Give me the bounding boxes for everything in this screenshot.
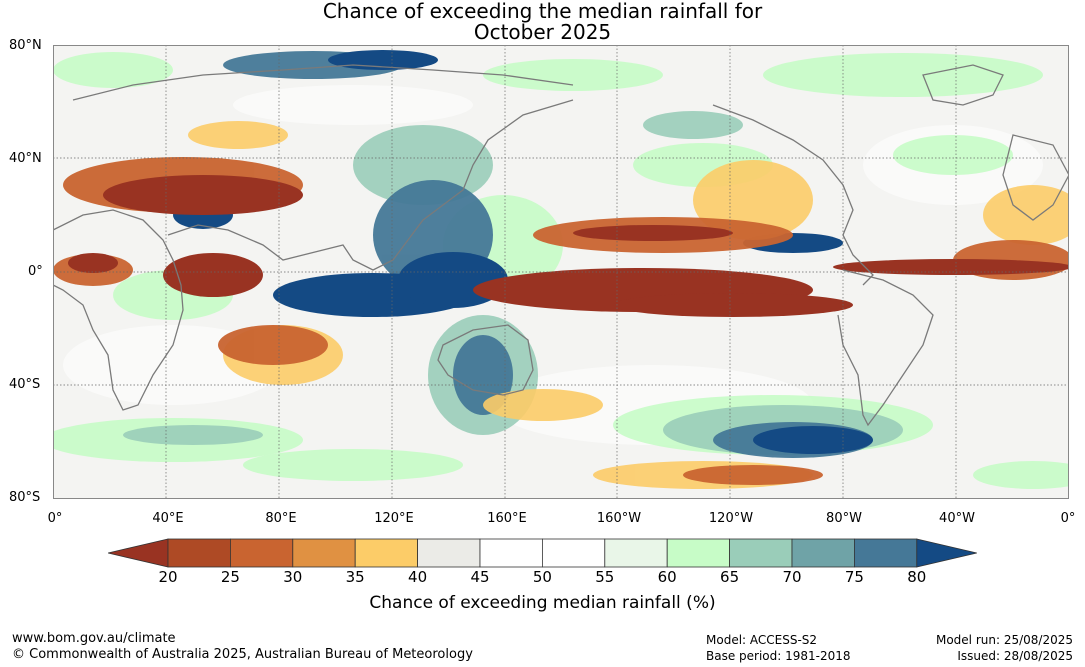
- colorbar: [108, 538, 977, 568]
- colorbar-tick-45: 45: [470, 568, 490, 586]
- map-title-line-2: October 2025: [473, 20, 612, 44]
- colorbar-bin-9: [729, 538, 793, 568]
- colorbar-tick-80: 80: [907, 568, 927, 586]
- lon-label-40e: 40°E: [152, 511, 184, 526]
- colorbar-bin-6: [541, 538, 606, 568]
- colorbar-tick-30: 30: [283, 568, 303, 586]
- footer-model-run: Model run: 25/08/2025: [935, 633, 1073, 647]
- lon-label-120w: 120°W: [708, 511, 754, 526]
- rainfall-probability-map: [53, 45, 1069, 499]
- colorbar-tick-25: 25: [220, 568, 240, 586]
- lon-label-80w: 80°W: [826, 511, 862, 526]
- colorbar-label: Chance of exceeding median rainfall (%): [369, 593, 716, 613]
- footer-issued: Issued: 28/08/2025: [957, 649, 1073, 663]
- colorbar-tick-70: 70: [782, 568, 802, 586]
- colorbar-bin-10: [791, 538, 855, 568]
- colorbar-bin-5: [479, 538, 543, 568]
- lon-label-0-east: 0°: [1060, 511, 1076, 526]
- colorbar-bin-7: [604, 538, 668, 568]
- colorbar-tick-55: 55: [595, 568, 615, 586]
- lat-label-40s: 40°S: [9, 377, 41, 392]
- lon-label-160w: 160°W: [596, 511, 642, 526]
- colorbar-bin-3: [354, 538, 418, 568]
- footer-model: Model: ACCESS-S2: [706, 633, 818, 647]
- colorbar-tick-20: 20: [158, 568, 178, 586]
- lon-label-80e: 80°E: [265, 511, 297, 526]
- colorbar-tick-60: 60: [657, 568, 677, 586]
- lat-label-80n: 80°N: [9, 38, 42, 53]
- lat-label-equator: 0°: [28, 264, 43, 279]
- footer-base-period: Base period: 1981-2018: [706, 649, 851, 663]
- colorbar-bin-1: [230, 538, 294, 568]
- colorbar-tick-35: 35: [345, 568, 365, 586]
- colorbar-tick-50: 50: [532, 568, 552, 586]
- lat-label-40n: 40°N: [9, 151, 42, 166]
- footer-url: www.bom.gov.au/climate: [12, 631, 176, 646]
- footer-copyright: © Commonwealth of Australia 2025, Austra…: [12, 647, 473, 662]
- colorbar-bin-2: [292, 538, 356, 568]
- lon-label-0: 0°: [47, 511, 63, 526]
- map-title-line-1: Chance of exceeding the median rainfall …: [322, 0, 763, 23]
- colorbar-tick-75: 75: [844, 568, 864, 586]
- colorbar-bin-0: [167, 538, 231, 568]
- lon-label-120e: 120°E: [374, 511, 414, 526]
- colorbar-bin-4: [417, 538, 481, 568]
- colorbar-over-arrow: [916, 538, 977, 568]
- colorbar-bin-8: [666, 538, 731, 568]
- colorbar-bin-11: [854, 538, 918, 568]
- lon-label-160e: 160°E: [487, 511, 527, 526]
- lon-label-40w: 40°W: [939, 511, 975, 526]
- colorbar-tick-65: 65: [720, 568, 740, 586]
- lat-label-80s: 80°S: [9, 490, 41, 505]
- colorbar-under-arrow: [108, 538, 169, 568]
- colorbar-tick-40: 40: [408, 568, 428, 586]
